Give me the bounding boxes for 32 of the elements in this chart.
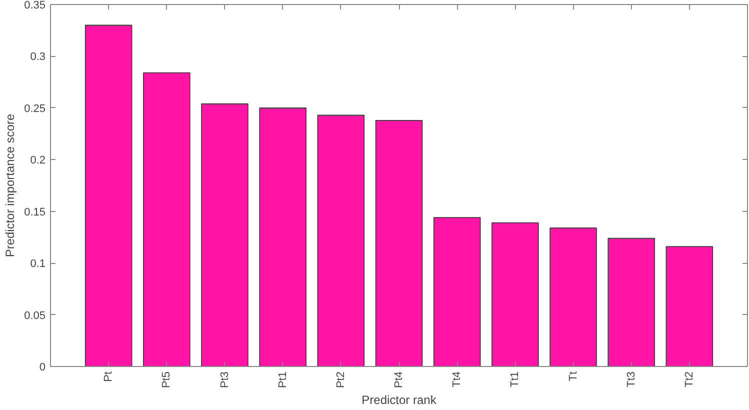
x-tick-label: Tt2 (683, 371, 696, 388)
x-tick-label: Pt (102, 371, 115, 382)
bar (608, 238, 655, 366)
x-tick-label: Pt1 (276, 371, 289, 388)
bar (317, 114, 365, 366)
bar (666, 246, 714, 366)
x-tick-label: Pt5 (160, 371, 173, 388)
bar (375, 120, 423, 366)
y-tick-label: 0.15 (24, 206, 46, 218)
bar (492, 222, 539, 366)
x-tick-label: Pt2 (334, 371, 347, 388)
y-tick-label: 0.3 (30, 51, 46, 64)
bar (143, 72, 190, 366)
x-tick-label: Tt1 (509, 371, 522, 388)
bar (550, 228, 597, 366)
x-tick-label: Tt4 (451, 371, 464, 388)
y-tick-label: 0.1 (30, 258, 46, 270)
bar (201, 103, 248, 366)
bar (259, 108, 306, 366)
x-tick-label: Tt (567, 371, 580, 382)
y-axis-title: Predictor importance score (3, 113, 18, 258)
y-tick-label: 0.35 (24, 0, 46, 12)
bar (433, 217, 481, 366)
bar (84, 24, 132, 366)
y-tick-label: 0 (39, 362, 46, 374)
x-tick-label: Pt4 (393, 371, 405, 388)
x-axis-title: Predictor rank (362, 393, 438, 408)
x-tick-label: Tt3 (625, 371, 638, 388)
y-tick-label: 0.05 (24, 310, 46, 322)
x-tick-label: Pt3 (218, 371, 231, 388)
y-tick-label: 0.25 (24, 102, 46, 115)
y-tick-label: 0.2 (30, 154, 46, 167)
